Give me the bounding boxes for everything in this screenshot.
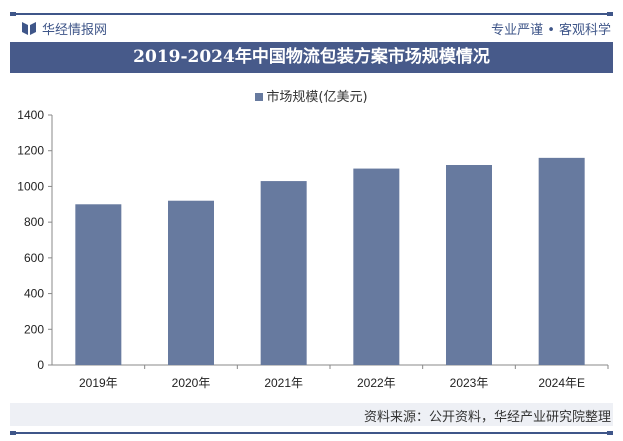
top-divider <box>10 12 613 16</box>
legend-label: 市场规模(亿美元) <box>266 90 368 105</box>
x-tick-label: 2024年E <box>538 376 585 390</box>
bottom-divider <box>10 431 613 435</box>
y-tick-label: 1000 <box>17 179 44 193</box>
bar-2019年 <box>75 204 122 365</box>
brand-name: 华经情报网 <box>42 23 108 38</box>
bar-2020年 <box>168 200 214 365</box>
x-tick-label: 2019年 <box>79 376 118 390</box>
brand: 华经情报网 <box>22 19 107 38</box>
source-note: 资料来源：公开资料，华经产业研究院整理 <box>363 410 611 425</box>
logo-icon <box>22 22 36 35</box>
x-tick-label: 2023年 <box>450 376 489 390</box>
chart-title: 2019-2024年中国物流包装方案市场规模情况 <box>10 42 613 73</box>
y-tick-label: 400 <box>24 287 44 301</box>
footer-band <box>10 403 613 426</box>
x-tick-label: 2020年 <box>172 376 211 390</box>
legend-swatch <box>255 93 264 101</box>
x-tick-label: 2022年 <box>357 376 396 390</box>
y-tick-label: 800 <box>24 215 44 229</box>
slogan: 专业严谨 • 客观科学 <box>491 23 611 38</box>
legend: 市场规模(亿美元) <box>0 86 623 105</box>
bar-2022年 <box>353 168 400 365</box>
y-tick-label: 1400 <box>17 108 44 122</box>
y-tick-label: 1200 <box>17 144 44 158</box>
y-tick-label: 200 <box>24 322 44 336</box>
y-tick-label: 0 <box>37 358 44 372</box>
y-tick-label: 600 <box>24 251 44 265</box>
bar-2021年 <box>260 181 307 365</box>
bar-2024年E <box>538 157 585 365</box>
bar-2023年 <box>446 165 492 365</box>
x-tick-label: 2021年 <box>264 376 303 390</box>
